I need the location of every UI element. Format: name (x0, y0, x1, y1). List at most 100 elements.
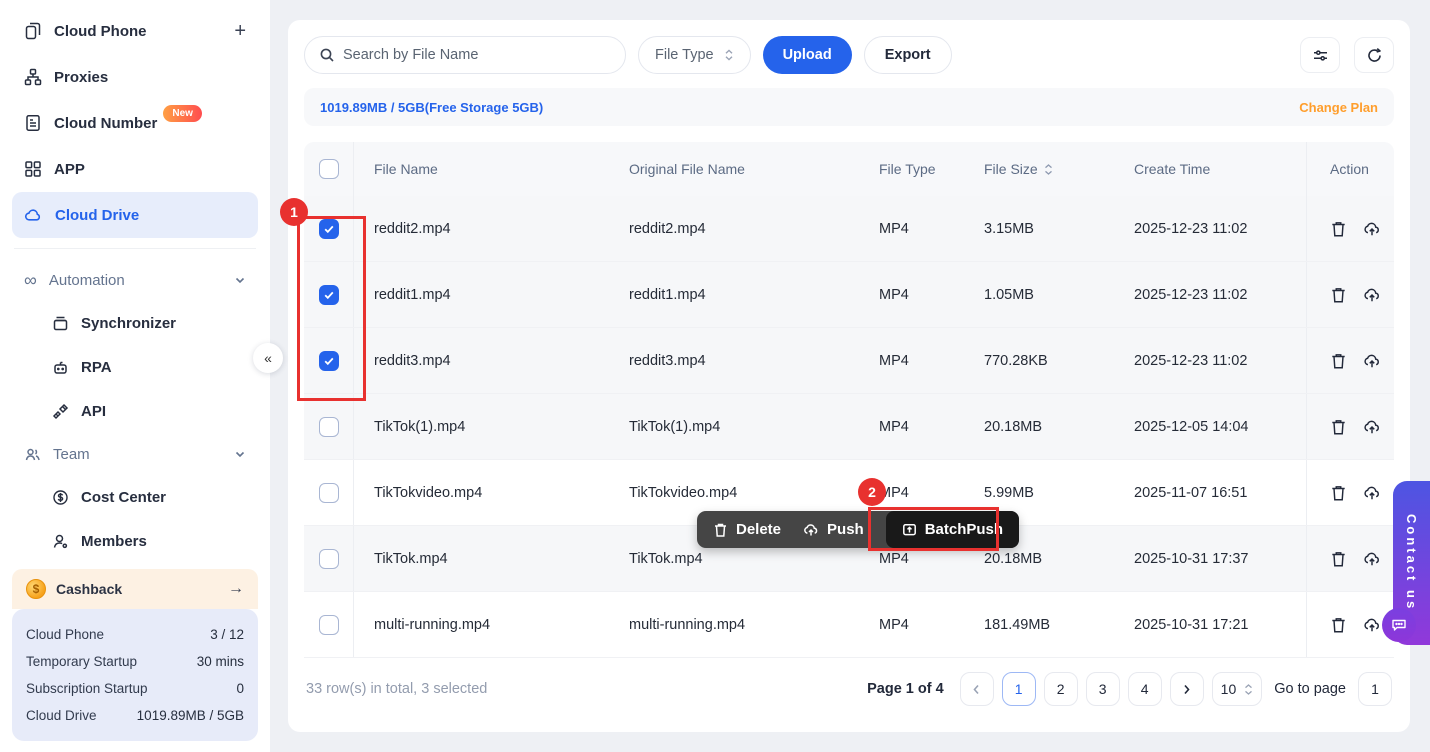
change-plan-link[interactable]: Change Plan (1299, 99, 1378, 115)
cell-create-time: 2025-11-07 16:51 (1134, 484, 1248, 501)
page-size-value: 10 (1220, 681, 1237, 697)
push-file-icon[interactable] (1363, 220, 1381, 237)
push-file-icon[interactable] (1363, 418, 1381, 435)
cell-original-file-name: TikTokvideo.mp4 (629, 484, 738, 501)
delete-file-icon[interactable] (1330, 352, 1347, 370)
push-file-icon[interactable] (1363, 550, 1381, 567)
sidebar-item-cloud-number[interactable]: Cloud Number New (12, 100, 258, 146)
push-menu-item[interactable]: Push (803, 521, 864, 538)
search-input[interactable] (343, 47, 611, 63)
section-label: Automation (48, 271, 125, 289)
delete-file-icon[interactable] (1330, 616, 1347, 634)
sidebar-item-app[interactable]: APP (12, 146, 258, 192)
sidebar-item-api[interactable]: API (12, 389, 258, 433)
cell-file-name: reddit2.mp4 (374, 220, 451, 237)
table-body: reddit2.mp4 reddit2.mp4 MP4 3.15MB 2025-12-2… (304, 196, 1394, 658)
stat-value: 30 mins (196, 654, 244, 669)
export-button[interactable]: Export (863, 36, 952, 74)
column-header-file-size[interactable]: File Size (964, 161, 1114, 177)
stat-label: Subscription Startup (26, 681, 148, 696)
sidebar-collapse-button[interactable]: « (253, 343, 283, 373)
cell-file-size: 1.05MB (984, 286, 1034, 303)
row-checkbox[interactable] (319, 548, 339, 569)
row-checkbox[interactable] (319, 284, 339, 305)
menu-item-label: Push (827, 521, 864, 538)
row-count-summary: 33 row(s) in total, 3 selected (306, 681, 488, 697)
cell-file-type: MP4 (879, 550, 909, 567)
cell-file-type: MP4 (879, 352, 909, 369)
filter-settings-button[interactable] (1300, 37, 1340, 73)
sidebar-item-cost-center[interactable]: Cost Center (12, 475, 258, 519)
table-row: reddit1.mp4 reddit1.mp4 MP4 1.05MB 2025-12-2… (304, 262, 1394, 328)
delete-file-icon[interactable] (1330, 484, 1347, 502)
goto-page-input[interactable]: 1 (1358, 672, 1392, 706)
sidebar-item-cloud-drive[interactable]: Cloud Drive (12, 192, 258, 238)
cell-create-time: 2025-12-23 11:02 (1134, 286, 1248, 303)
stat-row: Cloud Drive 1019.89MB / 5GB (26, 702, 244, 729)
cloud-phone-icon (24, 22, 42, 40)
previous-page-button[interactable] (959, 672, 994, 706)
page-button-3[interactable]: 3 (1085, 672, 1120, 706)
page-size-select[interactable]: 10 (1211, 672, 1263, 706)
batch-push-menu-item[interactable]: BatchPush (885, 511, 1020, 548)
sidebar-section-team[interactable]: Team (12, 433, 258, 475)
page-indicator: Page 1 of 4 (867, 681, 944, 697)
dollar-circle-icon (52, 489, 69, 506)
delete-menu-item[interactable]: Delete (713, 521, 781, 538)
push-file-icon[interactable] (1363, 286, 1381, 303)
sidebar-item-synchronizer[interactable]: Synchronizer (12, 301, 258, 345)
search-box[interactable] (304, 36, 626, 74)
sidebar-divider (14, 248, 256, 249)
column-header-file-type[interactable]: File Type (879, 161, 936, 177)
chat-bubble-button[interactable] (1382, 608, 1416, 642)
sort-icon[interactable] (1044, 163, 1053, 176)
cloud-icon (24, 206, 43, 225)
select-all-checkbox[interactable] (319, 159, 339, 179)
page-button-1[interactable]: 1 (1001, 672, 1036, 706)
cell-file-size: 770.28KB (984, 352, 1048, 369)
push-file-icon[interactable] (1363, 616, 1381, 633)
column-header-create-time[interactable]: Create Time (1134, 161, 1211, 177)
row-checkbox[interactable] (319, 218, 339, 239)
cell-file-name: reddit1.mp4 (374, 286, 451, 303)
sidebar-item-rpa[interactable]: RPA (12, 345, 258, 389)
delete-file-icon[interactable] (1330, 286, 1347, 304)
cell-create-time: 2025-12-05 14:04 (1134, 418, 1249, 435)
upload-button[interactable]: Upload (762, 36, 852, 74)
add-cloud-phone-button[interactable]: + (234, 19, 246, 42)
stat-label: Temporary Startup (26, 654, 138, 669)
table-row: TikTok.mp4 TikTok.mp4 MP4 20.18MB 2025-10-31… (304, 526, 1394, 592)
next-page-button[interactable] (1169, 672, 1204, 706)
delete-file-icon[interactable] (1330, 220, 1347, 238)
cell-original-file-name: TikTok.mp4 (629, 550, 703, 567)
file-type-select[interactable]: File Type (638, 36, 751, 74)
sidebar: Cloud Phone + Proxies Cloud Number New A… (0, 0, 270, 752)
file-table: File Name Original File Name File Type F… (304, 142, 1394, 658)
column-header-original-file-name[interactable]: Original File Name (629, 161, 745, 177)
sidebar-section-automation[interactable]: ∞ Automation (12, 259, 258, 301)
delete-file-icon[interactable] (1330, 550, 1347, 568)
sidebar-item-cloud-phone[interactable]: Cloud Phone + (12, 8, 258, 54)
row-checkbox[interactable] (319, 350, 339, 371)
cell-file-type: MP4 (879, 484, 909, 501)
sidebar-item-proxies[interactable]: Proxies (12, 54, 258, 100)
column-header-file-name[interactable]: File Name (374, 161, 438, 177)
push-file-icon[interactable] (1363, 352, 1381, 369)
row-checkbox[interactable] (319, 614, 339, 635)
table-header-row: File Name Original File Name File Type F… (304, 142, 1394, 196)
page-button-4[interactable]: 4 (1127, 672, 1162, 706)
table-row: TikTok(1).mp4 TikTok(1).mp4 MP4 20.18MB 2025… (304, 394, 1394, 460)
row-checkbox[interactable] (319, 416, 339, 437)
sidebar-item-label: Cloud Drive (55, 206, 140, 224)
cashback-banner[interactable]: $ Cashback → (12, 569, 258, 609)
page-button-2[interactable]: 2 (1043, 672, 1078, 706)
delete-file-icon[interactable] (1330, 418, 1347, 436)
refresh-button[interactable] (1354, 37, 1394, 73)
sidebar-item-label: API (81, 402, 107, 420)
row-checkbox[interactable] (319, 482, 339, 503)
cell-file-size: 5.99MB (984, 484, 1034, 501)
sidebar-item-label: Members (81, 532, 147, 550)
sidebar-item-members[interactable]: Members (12, 519, 258, 563)
contact-us-label: Contact us (1404, 514, 1419, 612)
push-file-icon[interactable] (1363, 484, 1381, 501)
